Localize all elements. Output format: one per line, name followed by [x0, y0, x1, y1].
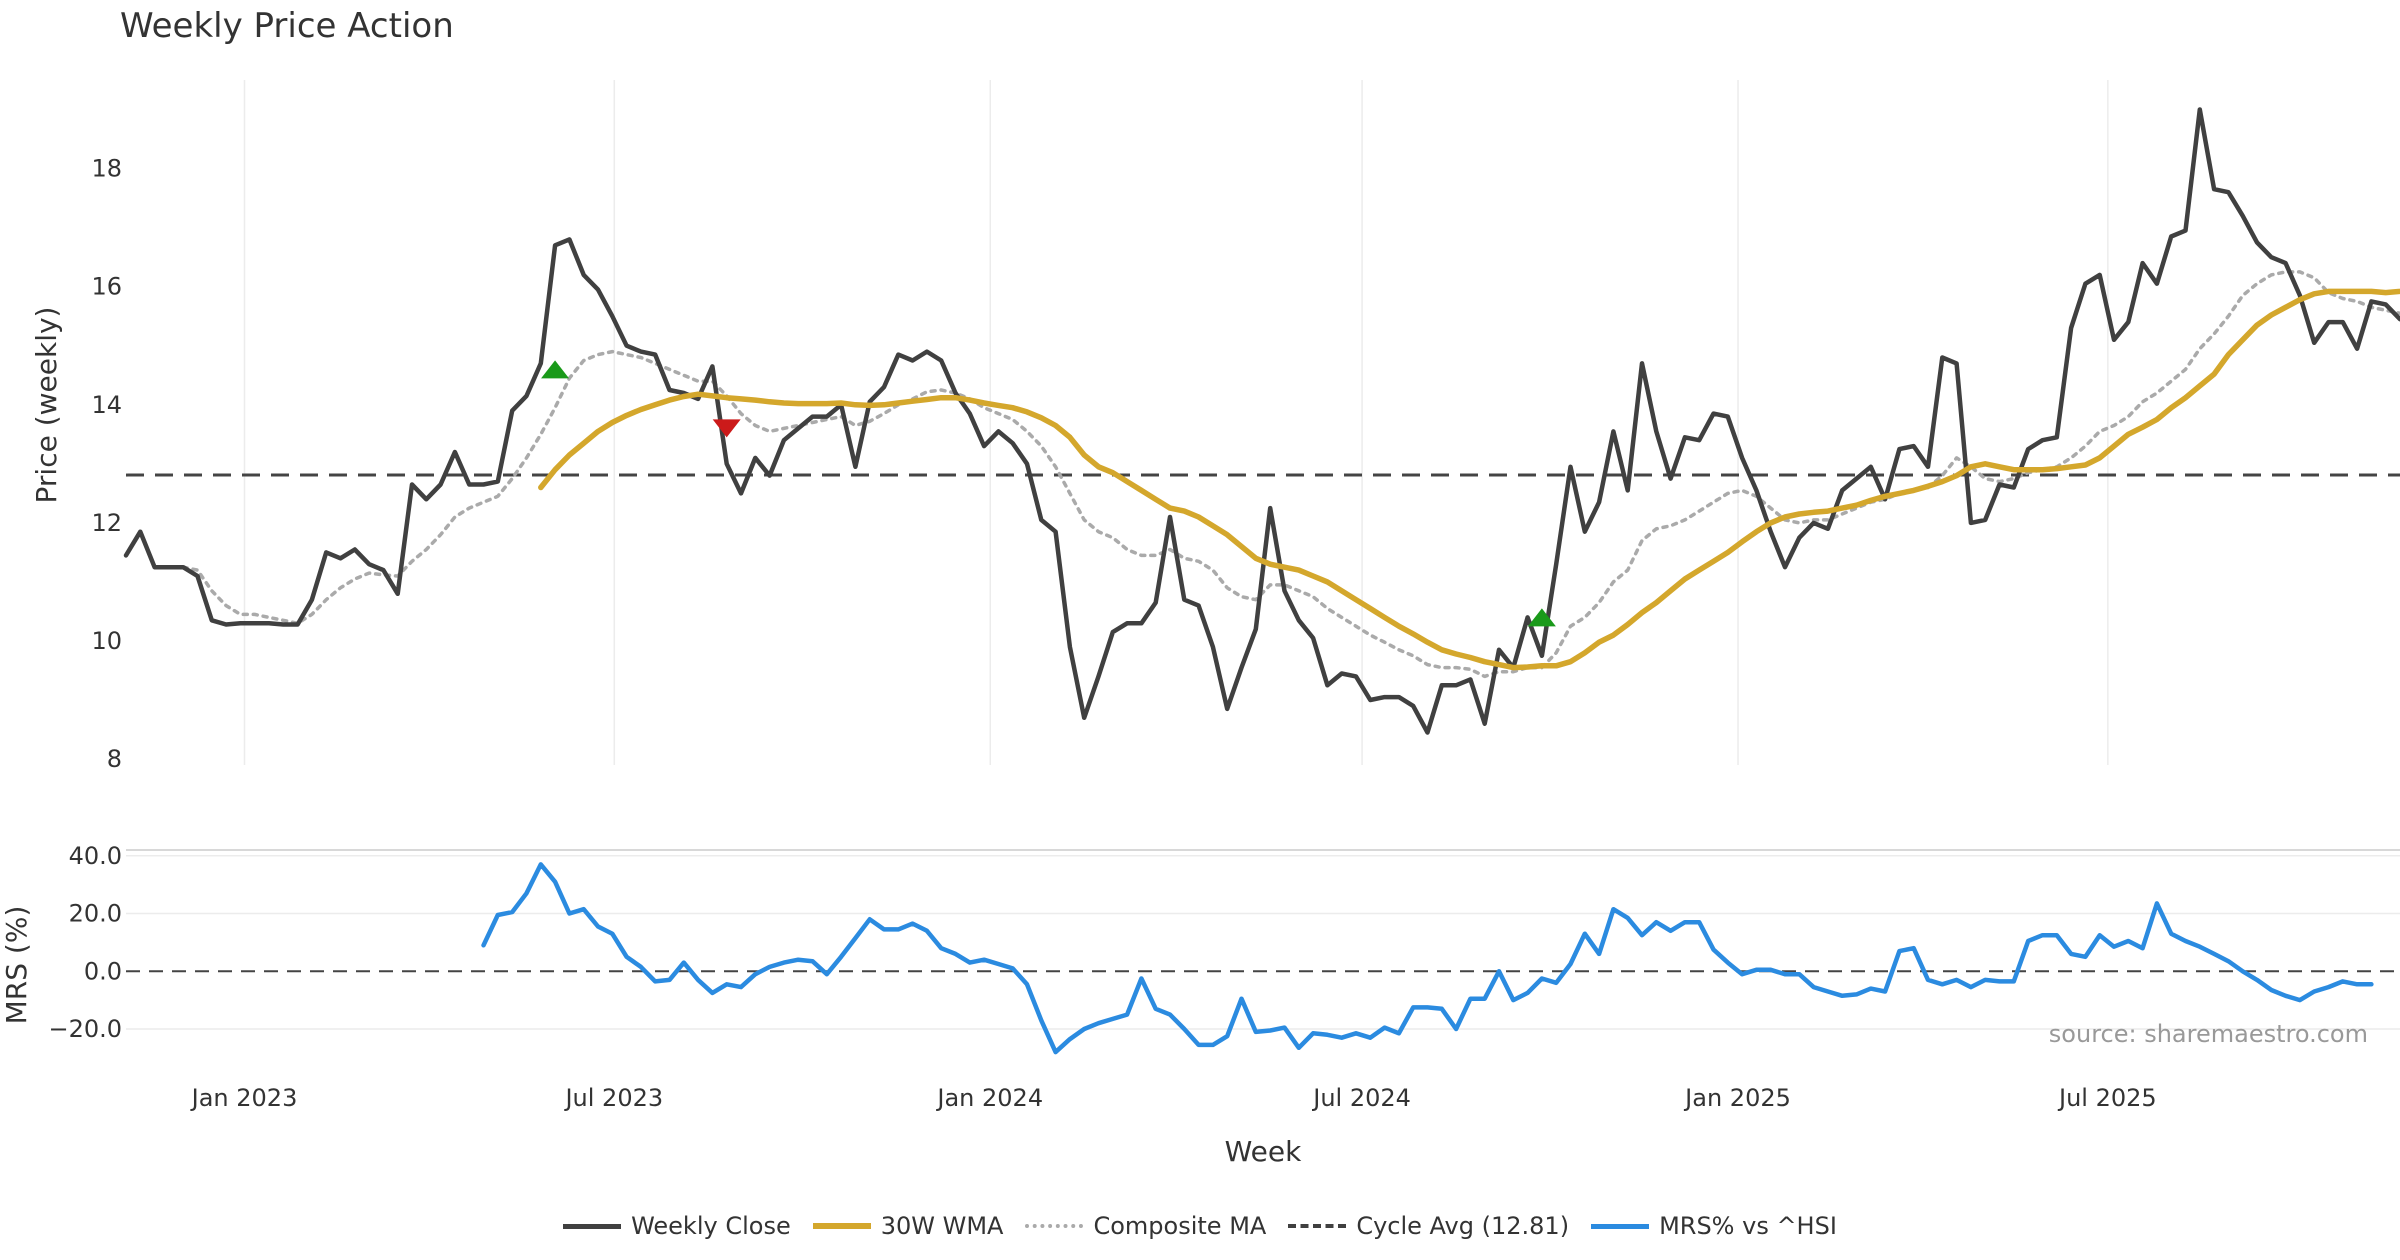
legend-swatch-weekly-close: [563, 1223, 622, 1229]
x-tick-jul-2023: Jul 2023: [563, 1084, 663, 1112]
legend-swatch-composite-ma: [1025, 1224, 1084, 1228]
x-axis-label: Week: [1225, 1135, 1302, 1168]
price-y-axis-label: Price (weekly): [30, 307, 63, 504]
price-gridlines: [243, 80, 2109, 765]
legend-label-weekly-close: Weekly Close: [631, 1212, 791, 1240]
series-line-mrs-vs-hsi: [481, 862, 2374, 1055]
axis-ticks: 8 10 12 14 16 18 40.0 20.0 0.0 −20.0 Jan 2023 Jul 2…: [48, 155, 2156, 1112]
mrs-y-tick-40-0: 40.0: [69, 842, 122, 870]
signal-up-triangle: [1527, 608, 1556, 627]
source-note: source: sharemaestro.com: [2048, 1020, 2368, 1048]
mrs-y-tick-20-0: 20.0: [69, 900, 122, 928]
chart-title: Weekly Price Action: [120, 6, 454, 46]
price-y-tick-8: 8: [107, 745, 122, 773]
price-y-tick-12: 12: [91, 509, 122, 537]
legend-swatch-30w-wma: [812, 1223, 871, 1229]
signal-down-triangle: [712, 419, 741, 438]
price-y-tick-18: 18: [91, 155, 122, 183]
legend-item-weekly-close: Weekly Close: [563, 1212, 791, 1240]
x-tick-jan-2025: Jan 2025: [1683, 1084, 1791, 1112]
price-series-group: [123, 107, 2400, 735]
price-y-tick-16: 16: [91, 273, 122, 301]
chart-legend: Weekly Close 30W WMA Composite MA Cycle …: [0, 1212, 2400, 1240]
signal-up-triangle: [541, 360, 570, 379]
mrs-y-tick-20-0: −20.0: [48, 1015, 122, 1043]
legend-label-30w-wma: 30W WMA: [880, 1212, 1004, 1240]
x-tick-jan-2023: Jan 2023: [190, 1084, 298, 1112]
legend-swatch-cycle-avg: [1288, 1224, 1347, 1228]
mrs-series-group: [481, 862, 2374, 1055]
legend-item-cycle-avg: Cycle Avg (12.81): [1288, 1212, 1569, 1240]
x-tick-jul-2024: Jul 2024: [1311, 1084, 1411, 1112]
legend-label-cycle-avg: Cycle Avg (12.81): [1356, 1212, 1570, 1240]
mrs-y-axis-label: MRS (%): [0, 906, 33, 1025]
legend-label-composite-ma: Composite MA: [1093, 1212, 1267, 1240]
legend-item-mrs: MRS% vs ^HSI: [1591, 1212, 1837, 1240]
x-tick-jul-2025: Jul 2025: [2057, 1084, 2157, 1112]
price-y-tick-14: 14: [91, 391, 122, 419]
legend-item-composite-ma: Composite MA: [1025, 1212, 1266, 1240]
x-tick-jan-2024: Jan 2024: [935, 1084, 1043, 1112]
signal-markers: [541, 360, 1556, 627]
price-y-tick-10: 10: [91, 627, 122, 655]
series-line-30w-wma: [538, 288, 2400, 671]
series-line-weekly-close: [123, 107, 2400, 735]
legend-item-30w-wma: 30W WMA: [812, 1212, 1004, 1240]
legend-swatch-mrs: [1591, 1223, 1650, 1229]
legend-label-mrs: MRS% vs ^HSI: [1659, 1212, 1837, 1240]
mrs-y-tick-0-0: 0.0: [84, 957, 122, 985]
